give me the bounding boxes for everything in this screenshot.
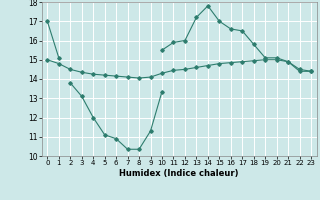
X-axis label: Humidex (Indice chaleur): Humidex (Indice chaleur) (119, 169, 239, 178)
